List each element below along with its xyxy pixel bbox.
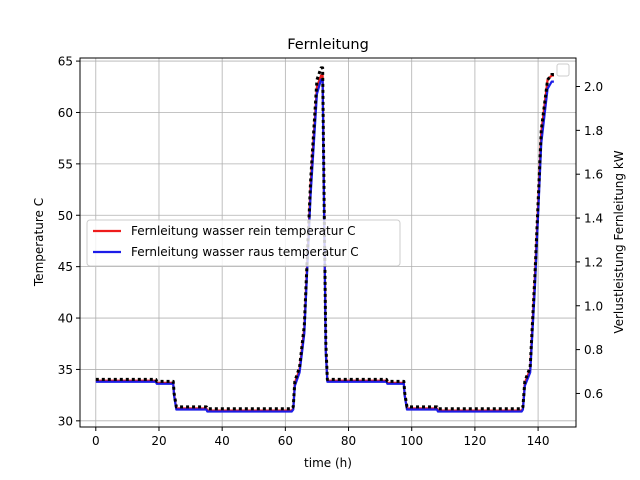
- x-tick-label: 0: [92, 434, 100, 448]
- y2-tick-label: 0.6: [584, 387, 603, 401]
- x-tick-label: 40: [215, 434, 230, 448]
- grid: [80, 58, 576, 427]
- chart-title: Fernleitung: [287, 37, 369, 53]
- y-tick-label: 60: [58, 106, 73, 120]
- y-axis: 30 35 40 45 50 55 60 65: [58, 55, 80, 428]
- x-axis-label: time (h): [304, 456, 352, 470]
- x-tick-label: 120: [463, 434, 486, 448]
- y2-tick-label: 1.2: [584, 255, 603, 269]
- x-tick-label: 20: [151, 434, 166, 448]
- y-tick-label: 35: [58, 363, 73, 377]
- y-tick-label: 30: [58, 414, 73, 428]
- y2-tick-label: 1.6: [584, 168, 603, 182]
- legend-label-rein: Fernleitung wasser rein temperatur C: [131, 224, 355, 238]
- x-tick-label: 140: [527, 434, 550, 448]
- x-axis: 0 20 40 60 80 100 120 140: [92, 427, 550, 448]
- series-line-2: [95, 66, 554, 411]
- y2-tick-label: 1.4: [584, 212, 603, 226]
- series-layer: [95, 66, 554, 413]
- plot-frame: [79, 57, 577, 428]
- y2-tick-label: 1.0: [584, 299, 603, 313]
- x-tick-label: 100: [400, 434, 423, 448]
- legend-box: [86, 219, 401, 267]
- y-tick-label: 55: [58, 157, 73, 171]
- x-tick-label: 80: [341, 434, 356, 448]
- legend-label-raus: Fernleitung wasser raus temperatur C: [131, 245, 359, 259]
- y2-axis-label: Verlustleistung Fernleitung kW: [612, 150, 626, 333]
- y-tick-label: 45: [58, 260, 73, 274]
- y-tick-label: 50: [58, 209, 73, 223]
- x-tick-label: 60: [278, 434, 293, 448]
- y2-tick-label: 1.8: [584, 124, 603, 138]
- legend-empty-box: [556, 63, 570, 77]
- legend: Fernleitung wasser rein temperatur C Fer…: [86, 219, 401, 267]
- y-tick-label: 40: [58, 312, 73, 326]
- y2-tick-label: 0.8: [584, 343, 603, 357]
- y2-axis: 0.6 0.8 1.0 1.2 1.4 1.6 1.8 2.0: [576, 80, 603, 401]
- y2-tick-label: 2.0: [584, 80, 603, 94]
- y-axis-label: Temperature C: [32, 198, 46, 287]
- y-tick-label: 65: [58, 55, 73, 69]
